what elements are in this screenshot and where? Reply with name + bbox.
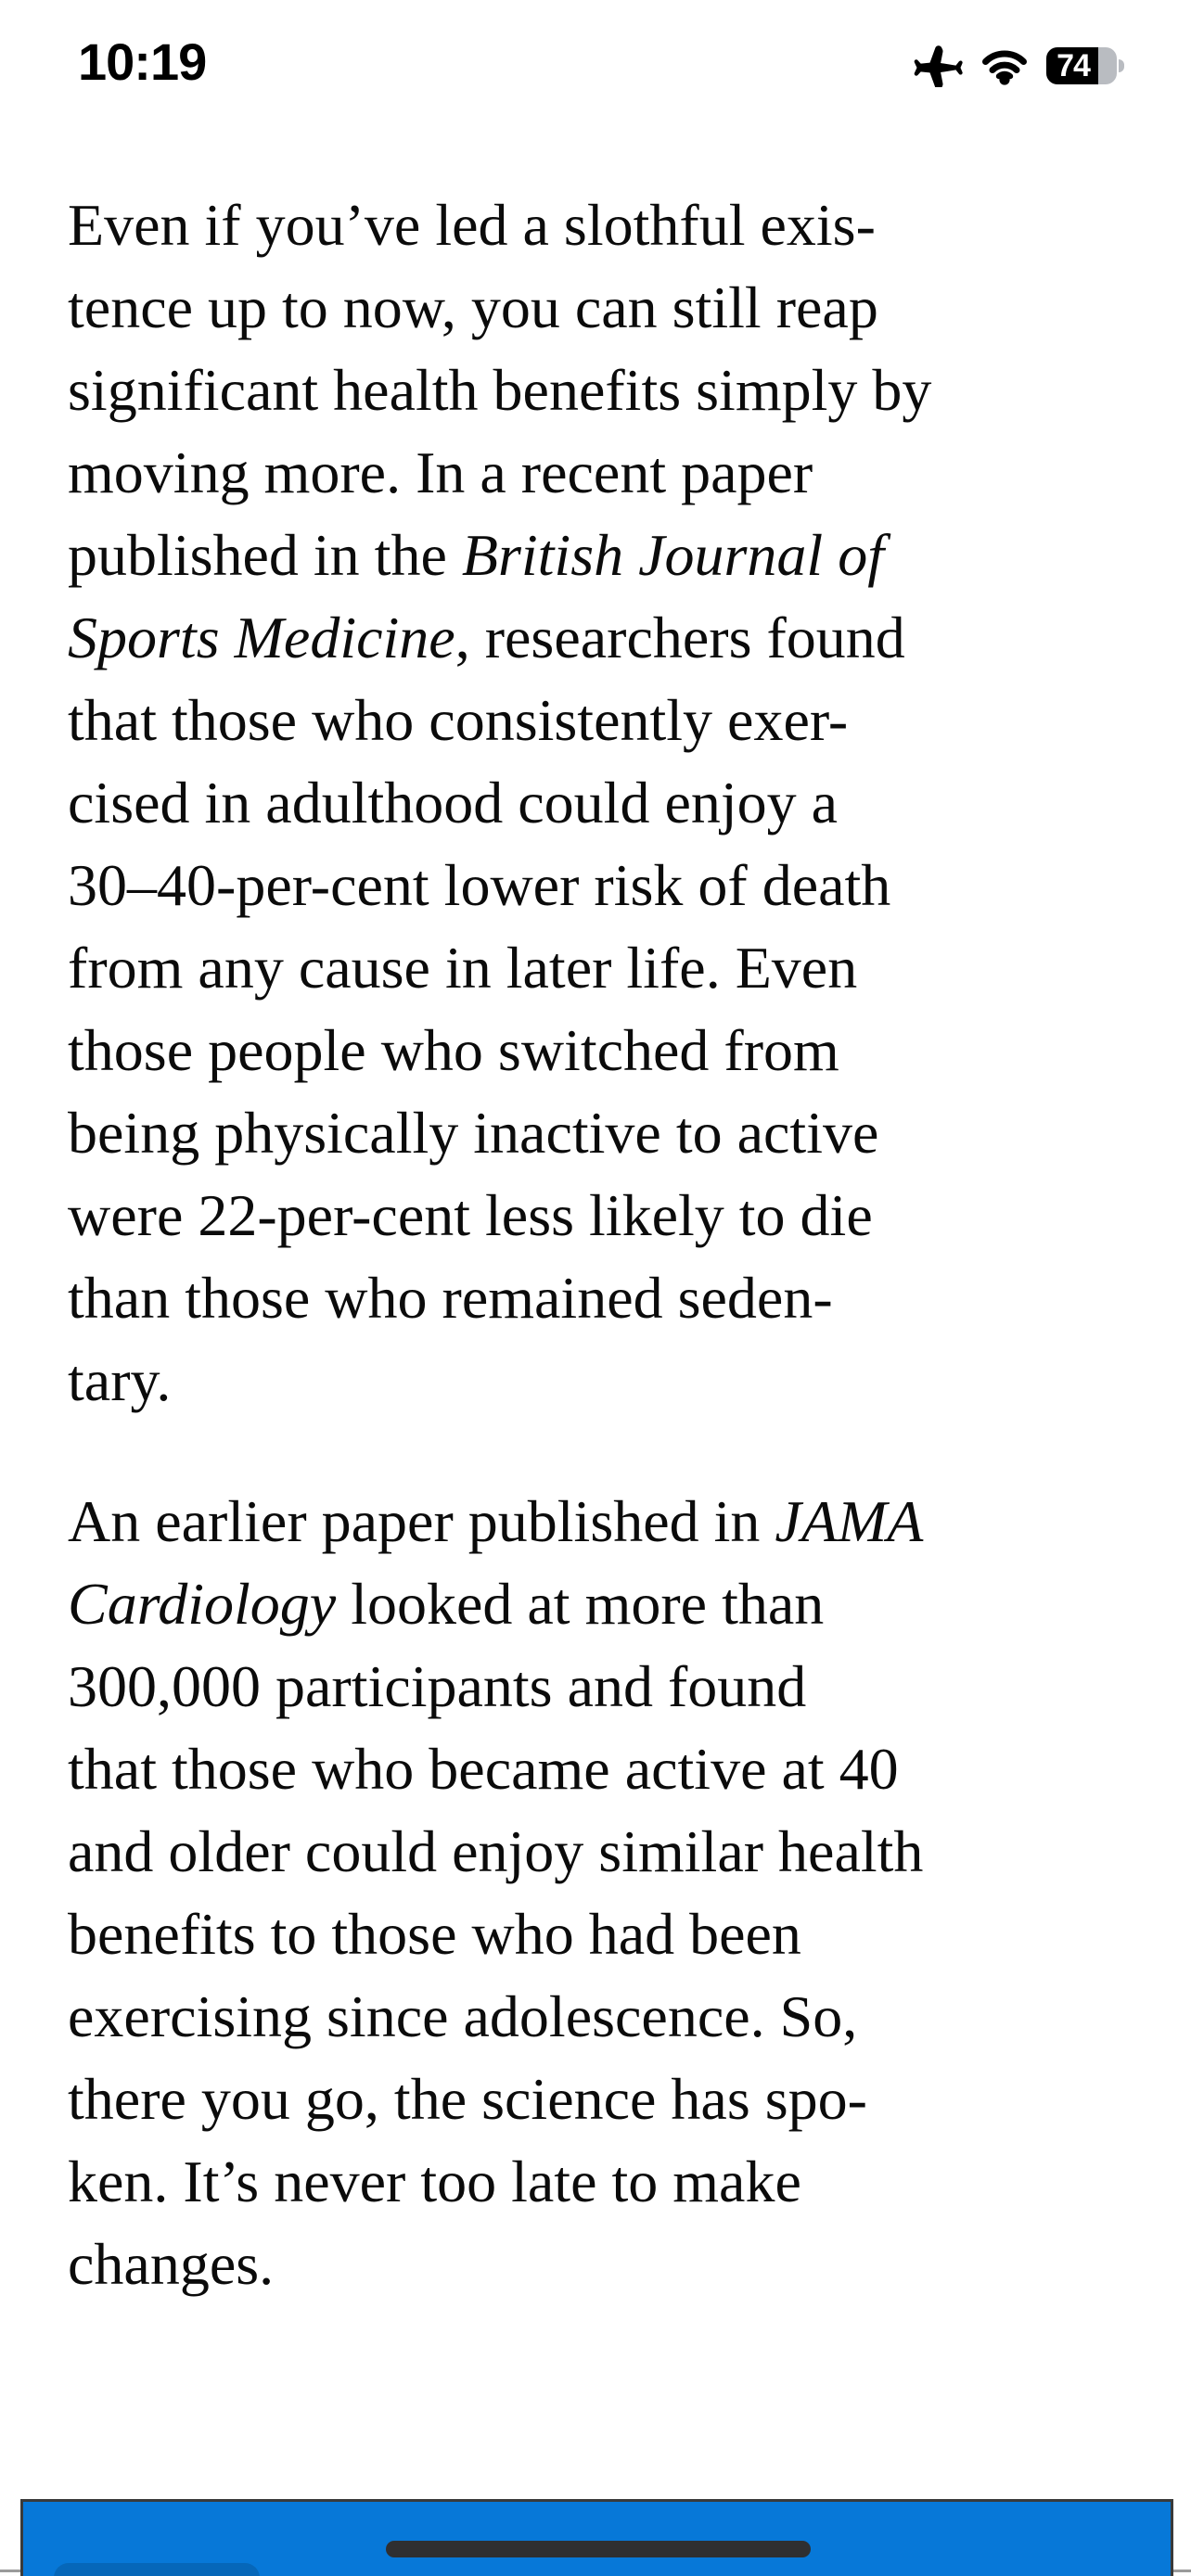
text-segment: Even if you’ve led a slothful exis- [68,192,876,258]
journal-name: Cardiology [68,1571,337,1637]
status-bar: 10:19 74 [0,0,1191,102]
text-line: from any cause in later life. Even [68,926,1127,1009]
journal-name: Sports Medicine [68,605,455,670]
battery-cap [1119,59,1124,72]
text-segment: significant health benefits simply by [68,357,932,423]
text-line: published in the British Journal of [68,514,1127,596]
text-line: and older could enjoy similar health [68,1810,1127,1893]
text-line: exercising since adolescence. So, [68,1975,1127,2058]
text-line: Sports Medicine, researchers found [68,596,1127,679]
text-line: Cardiology looked at more than [68,1562,1127,1645]
text-line: that those who became active at 40 [68,1728,1127,1810]
text-line: 300,000 participants and found [68,1645,1127,1728]
text-segment: 30–40-per-cent lower risk of death [68,852,891,918]
text-segment: being physically inactive to active [68,1100,879,1166]
text-line: than those who remained seden- [68,1256,1127,1339]
text-line: An earlier paper published in JAMA [68,1480,1127,1562]
paragraph: An earlier paper published in JAMA Cardio… [68,1480,1127,2305]
text-line: there you go, the science has spo- [68,2058,1127,2140]
text-segment: were 22-per-cent less likely to die [68,1182,873,1248]
text-line: benefits to those who had been [68,1893,1127,1975]
text-line: moving more. In a recent paper [68,431,1127,514]
text-segment: moving more. In a recent paper [68,440,813,505]
text-segment: those people who switched from [68,1017,839,1083]
text-line: those people who switched from [68,1009,1127,1091]
battery-percent-label: 74 [1057,47,1091,83]
text-line: Even if you’ve led a slothful exis- [68,184,1127,266]
text-segment: , researchers found [455,605,905,670]
text-line: 30–40-per-cent lower risk of death [68,844,1127,926]
text-segment: cised in adulthood could enjoy a [68,770,839,835]
airplane-mode-icon [914,45,963,87]
text-line: being physically inactive to active [68,1091,1127,1174]
article-body: Even if you’ve led a slothful exis-tence… [68,184,1127,2364]
text-segment: there you go, the science has spo- [68,2066,867,2132]
text-line: cised in adulthood could enjoy a [68,761,1127,844]
bottom-banner[interactable] [20,2499,1173,2576]
text-segment: from any cause in later life. Even [68,935,858,1001]
text-segment: looked at more than [336,1571,825,1637]
text-segment: that those who consistently exer- [68,687,849,753]
text-segment: tary. [68,1347,172,1413]
paragraph: Even if you’ve led a slothful exis-tence… [68,184,1127,1422]
text-segment: that those who became active at 40 [68,1736,899,1802]
battery-icon: 74 [1046,47,1124,84]
journal-name: British Journal of [461,522,884,588]
status-icons: 74 [913,45,1124,87]
home-indicator[interactable] [386,2541,811,2557]
partial-toolbar-button[interactable] [54,2563,260,2576]
text-segment: benefits to those who had been [68,1901,801,1967]
text-segment: and older could enjoy similar health [68,1818,924,1884]
status-time: 10:19 [78,32,207,91]
text-segment: than those who remained seden- [68,1265,833,1331]
text-segment: tence up to now, you can still reap [68,274,878,340]
text-line: significant health benefits simply by [68,349,1127,431]
text-segment: 300,000 participants and found [68,1653,807,1719]
battery-body: 74 [1046,47,1117,84]
text-line: tence up to now, you can still reap [68,266,1127,349]
text-line: changes. [68,2223,1127,2305]
text-segment: ken. It’s never too late to make [68,2149,801,2214]
wifi-icon [982,50,1027,85]
journal-name: JAMA [775,1488,924,1554]
text-segment: An earlier paper published in [68,1488,775,1554]
text-segment: published in the [68,522,462,588]
text-segment: exercising since adolescence. So, [68,1983,858,2049]
text-line: that those who consistently exer- [68,679,1127,761]
text-segment: changes. [68,2231,275,2297]
text-line: ken. It’s never too late to make [68,2140,1127,2223]
text-line: tary. [68,1339,1127,1422]
battery-fill [1046,47,1099,84]
text-line: were 22-per-cent less likely to die [68,1174,1127,1256]
